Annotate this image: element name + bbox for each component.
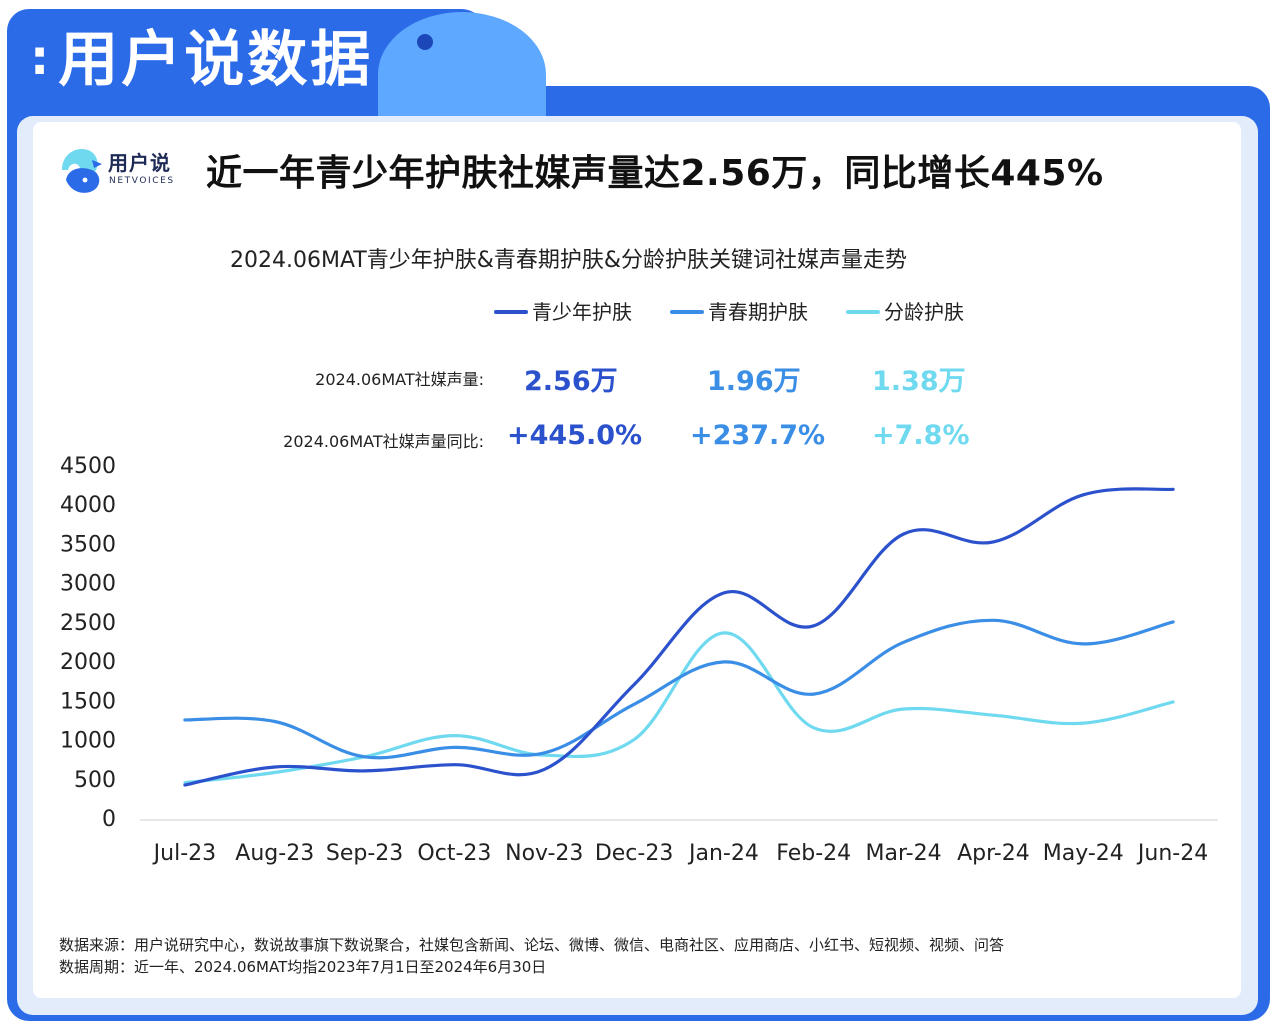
x-tick-label: Apr-24 <box>957 841 1030 866</box>
legend-label-series-3: 分龄护肤 <box>884 300 964 324</box>
yoy-series-3: +7.8% <box>872 420 970 451</box>
legend-swatch-series-2 <box>670 310 704 314</box>
banner-mascot-shape <box>378 12 546 116</box>
series-line-1 <box>183 487 1175 787</box>
y-tick-label: 3000 <box>60 572 116 597</box>
legend-item-series-3: 分龄护肤 <box>846 298 964 326</box>
chart-subtitle: 2024.06MAT青少年护肤&青春期护肤&分龄护肤关键词社媒声量走势 <box>230 248 908 273</box>
x-tick-label: Nov-23 <box>505 841 583 866</box>
legend-swatch-series-1 <box>494 310 528 314</box>
volume-series-2: 1.96万 <box>707 366 801 397</box>
y-tick-label: 1500 <box>60 689 116 714</box>
volume-series-1: 2.56万 <box>524 366 618 397</box>
x-tick-label: Mar-24 <box>866 841 942 866</box>
legend-swatch-series-3 <box>846 310 880 314</box>
y-tick-label: 2000 <box>60 650 116 675</box>
y-tick-label: 1000 <box>60 729 116 754</box>
yoy-series-1: +445.0% <box>507 420 643 451</box>
x-tick-label: May-24 <box>1043 841 1124 866</box>
y-tick-label: 3500 <box>60 532 116 557</box>
logo-name: 用户说 <box>108 151 171 175</box>
data-source-note: 数据来源：用户说研究中心，数说故事旗下数说聚合，社媒包含新闻、论坛、微博、微信、… <box>59 936 1005 954</box>
chart-card <box>33 122 1241 998</box>
x-tick-label: Sep-23 <box>326 841 403 866</box>
x-tick-label: Jan-24 <box>687 841 759 866</box>
yoy-series-2: +237.7% <box>690 420 826 451</box>
yoy-row-label: 2024.06MAT社媒声量同比: <box>283 432 484 451</box>
y-tick-label: 500 <box>74 768 116 793</box>
legend-item-series-2: 青春期护肤 <box>670 298 808 326</box>
headline: 近一年青少年护肤社媒声量达2.56万，同比增长445% <box>206 153 1104 194</box>
volume-series-3: 1.38万 <box>872 366 966 397</box>
y-tick-label: 2500 <box>60 611 116 636</box>
volume-row-label: 2024.06MAT社媒声量: <box>315 370 484 389</box>
logo-subtitle: NETVOICES <box>109 176 175 186</box>
netvoices-logo-icon <box>62 148 102 193</box>
x-tick-label: Jul-23 <box>152 841 216 866</box>
y-tick-label: 4000 <box>60 493 116 518</box>
banner-title-text: 用户说数据 <box>58 25 374 95</box>
legend-label-series-1: 青少年护肤 <box>532 300 632 324</box>
y-tick-label: 0 <box>102 807 116 832</box>
series-line-2 <box>183 618 1175 760</box>
data-period-note: 数据周期：近一年、2024.06MAT均指2023年7月1日至2024年6月30… <box>59 958 547 976</box>
x-tick-label: Dec-23 <box>595 841 674 866</box>
legend-label-series-2: 青春期护肤 <box>708 300 808 324</box>
banner-colon-icon: : <box>30 30 53 86</box>
legend-item-series-1: 青少年护肤 <box>494 298 632 326</box>
x-tick-label: Jun-24 <box>1136 841 1208 866</box>
banner-title: : 用户说数据 <box>30 16 373 100</box>
x-tick-label: Oct-23 <box>417 841 491 866</box>
x-tick-label: Aug-23 <box>235 841 314 866</box>
y-tick-label: 4500 <box>60 454 116 479</box>
series-line-3 <box>183 631 1175 785</box>
x-tick-label: Feb-24 <box>776 841 851 866</box>
banner-mascot-eye <box>417 34 433 50</box>
